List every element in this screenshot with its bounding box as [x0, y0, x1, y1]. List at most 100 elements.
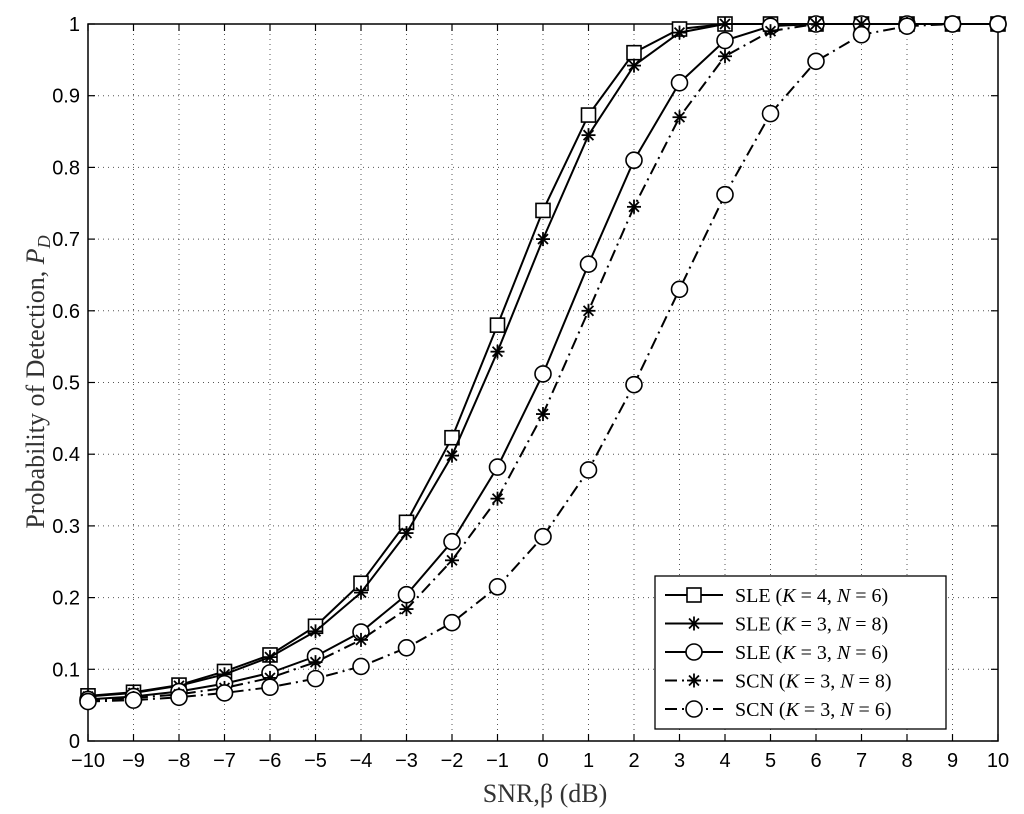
legend-label-part: SCN (: [735, 699, 786, 721]
data-point: [898, 17, 916, 35]
x-tick-label: 3: [674, 750, 685, 772]
data-point: [261, 678, 279, 697]
x-tick-label: −6: [259, 750, 282, 772]
data-point: [306, 669, 325, 688]
data-point: [687, 673, 701, 688]
data-point-circle: [685, 643, 703, 661]
legend-label-part: K: [781, 614, 797, 636]
data-point: [686, 587, 702, 603]
data-point: [535, 202, 551, 219]
y-tick-label: 0.5: [52, 373, 80, 395]
legend-label-part: K: [781, 585, 797, 607]
series-5: [79, 15, 1007, 711]
legend-label-part: = 4,: [796, 585, 837, 607]
data-point: [685, 700, 703, 718]
x-tick-label: 4: [719, 750, 730, 772]
y-tick-label: 0.4: [52, 444, 80, 466]
x-tick-label: −5: [304, 750, 327, 772]
x-tick-label: −10: [71, 750, 105, 772]
data-point: [761, 104, 780, 123]
data-point: [716, 31, 734, 50]
legend-label: SLE (K = 3, N = 6): [735, 642, 888, 664]
legend-item: SCN (K = 3, N = 8): [665, 671, 892, 693]
data-point-asterisk-stroke: [764, 25, 777, 37]
data-point-asterisk-stroke: [355, 634, 367, 646]
x-tick-label: 9: [947, 750, 958, 772]
x-tick-label: 5: [765, 750, 776, 772]
data-point-asterisk-stroke: [582, 305, 595, 317]
legend-label-part: = 6): [850, 642, 888, 664]
data-point: [488, 458, 507, 476]
data-point: [443, 532, 461, 551]
data-point: [534, 365, 552, 383]
data-point: [443, 613, 461, 632]
x-tick-label: 10: [987, 750, 1009, 772]
legend-label-part: = 3,: [799, 699, 840, 721]
data-point: [354, 585, 368, 600]
data-point: [490, 491, 505, 506]
data-point: [308, 655, 323, 670]
data-point-asterisk-stroke: [628, 201, 640, 213]
x-tick-label: −4: [350, 750, 373, 772]
legend-label-part: = 8): [854, 671, 892, 693]
data-point-square: [535, 202, 551, 219]
legend-label-part: = 8): [850, 614, 888, 636]
data-point-circle: [807, 52, 825, 71]
data-point-asterisk-stroke: [537, 233, 549, 245]
y-tick-label: 1: [69, 14, 80, 36]
data-point-asterisk-stroke: [628, 59, 640, 72]
data-point: [488, 578, 507, 596]
data-point-circle: [943, 15, 962, 33]
data-point: [445, 448, 459, 463]
legend-item: SLE (K = 4, N = 6): [665, 585, 888, 607]
data-point-asterisk-stroke: [719, 18, 731, 30]
data-point: [352, 657, 370, 676]
data-point-circle: [685, 700, 703, 718]
legend-label-part: = 3,: [796, 642, 837, 664]
data-point: [124, 691, 143, 709]
data-point: [536, 407, 550, 422]
legend-label-part: SLE (: [735, 642, 783, 664]
legend: SLE (K = 4, N = 6)SLE (K = 3, N = 8)SLE …: [654, 575, 947, 730]
data-point: [170, 688, 188, 707]
data-point: [79, 692, 97, 711]
legend-label-part: = 3,: [799, 671, 840, 693]
data-point-circle: [397, 638, 416, 657]
data-point-circle: [397, 585, 416, 604]
x-tick-label: −1: [486, 750, 509, 772]
data-point-circle: [443, 613, 461, 632]
y-axis-title-subscript: D: [34, 235, 54, 249]
data-point: [626, 44, 642, 61]
x-tick-label: 2: [628, 750, 639, 772]
data-point-asterisk-stroke: [673, 27, 686, 39]
data-point: [809, 17, 823, 31]
legend-label: SCN (K = 3, N = 6): [735, 699, 892, 721]
data-point-asterisk-stroke: [537, 408, 549, 420]
data-point: [670, 73, 689, 92]
data-point-circle: [215, 684, 234, 702]
series-line: [87, 23, 998, 703]
x-tick-label: 0: [537, 750, 548, 772]
data-point-circle: [170, 688, 188, 707]
x-tick-label: 1: [583, 750, 594, 772]
axis-ticks: −10 −9 −8 −7 −6 −5 −4 −3 −2 −1 0 1 2 3 4 5 6 7 8 9 1000.10.2…: [52, 14, 1009, 772]
data-point: [581, 303, 596, 318]
data-point: [625, 151, 643, 170]
data-point: [989, 15, 1007, 33]
data-point-square: [580, 107, 597, 123]
data-point-asterisk-stroke: [491, 346, 504, 358]
legend-label-part: N: [839, 699, 855, 721]
legend-label-part: SLE (: [735, 614, 783, 636]
data-point: [397, 638, 416, 657]
y-tick-label: 0.3: [52, 516, 80, 538]
data-point-circle: [579, 255, 598, 273]
data-point: [263, 650, 277, 665]
data-point: [534, 527, 552, 546]
data-point: [718, 17, 732, 31]
y-tick-label: 0.1: [52, 659, 80, 681]
data-point-asterisk-stroke: [446, 554, 458, 566]
legend-label-part: N: [836, 614, 852, 636]
legend-label-part: SLE (: [735, 585, 783, 607]
x-tick-label: 6: [810, 750, 821, 772]
data-point: [670, 280, 689, 299]
